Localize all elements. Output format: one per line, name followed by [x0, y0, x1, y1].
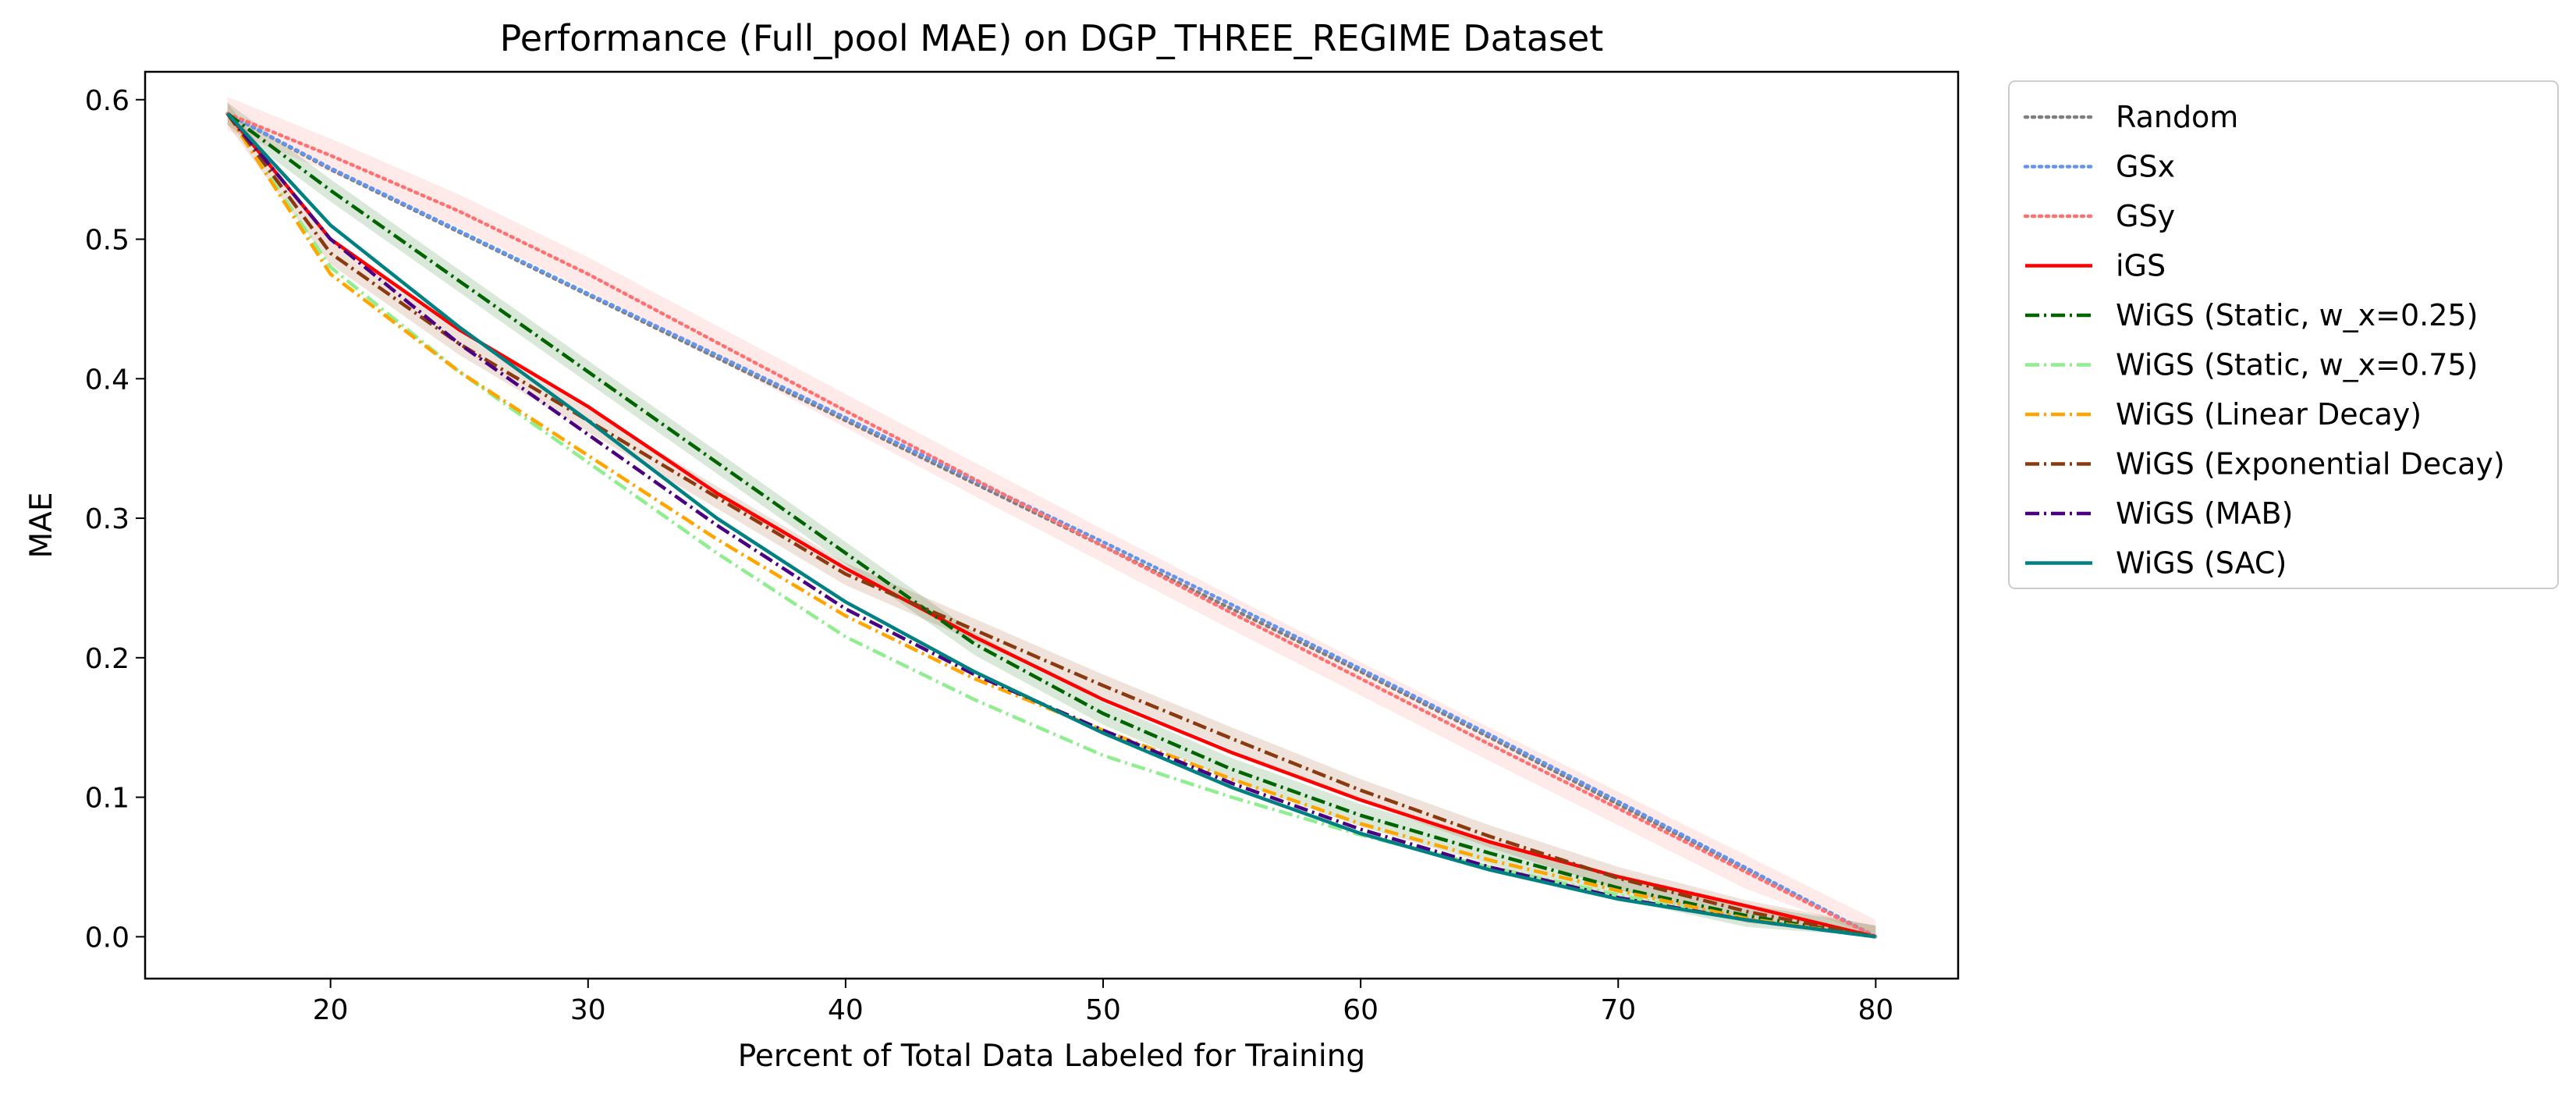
series-line — [225, 112, 1878, 939]
legend-label: iGS — [2116, 249, 2166, 283]
x-axis: 20 30 40 50 60 70 80 — [313, 979, 1893, 1026]
plot-frame — [144, 70, 1960, 980]
y-tick-label: 0.6 — [85, 85, 130, 117]
legend-items: Random GSx GSy iGS WiGS (Static, w_x=0.25) Wi… — [2023, 100, 2505, 581]
x-tick-label: 40 — [828, 994, 864, 1026]
y-tick-label: 0.5 — [85, 225, 130, 257]
legend-label: WiGS (MAB) — [2116, 496, 2293, 531]
y-tick-label: 0.0 — [85, 922, 130, 954]
x-axis-title: Percent of Total Data Labeled for Traini… — [738, 1039, 1365, 1074]
x-tick-label: 50 — [1085, 994, 1121, 1026]
legend-label: GSy — [2116, 199, 2175, 233]
x-tick-label: 20 — [313, 994, 349, 1026]
series-line — [225, 112, 1876, 939]
y-axis: 0.0 0.1 0.2 0.3 0.4 0.5 0.6 — [85, 85, 145, 954]
legend-frame — [2008, 80, 2559, 589]
legend-label: WiGS (Static, w_x=0.75) — [2116, 348, 2478, 382]
legend: Random GSx GSy iGS WiGS (Static, w_x=0.25) Wi… — [2008, 80, 2559, 589]
chart-title: Performance (Full_pool MAE) on DGP_THREE… — [500, 17, 1604, 59]
series-line — [225, 112, 1876, 939]
legend-label: WiGS (Exponential Decay) — [2116, 447, 2505, 481]
series-band — [227, 97, 1876, 937]
y-tick-label: 0.2 — [85, 643, 130, 675]
y-tick-label: 0.3 — [85, 503, 130, 535]
x-tick-label: 30 — [570, 994, 606, 1026]
series-lines — [225, 112, 1878, 939]
y-axis-title: MAE — [24, 492, 59, 559]
series-line — [225, 112, 1878, 939]
y-tick-label: 0.1 — [85, 783, 130, 815]
y-tick-label: 0.4 — [85, 364, 130, 396]
x-tick-label: 70 — [1600, 994, 1636, 1026]
series-line — [226, 112, 1876, 939]
legend-label: WiGS (Linear Decay) — [2116, 397, 2422, 432]
series-line — [225, 112, 1876, 939]
x-tick-label: 60 — [1343, 994, 1378, 1026]
legend-label: Random — [2116, 100, 2238, 134]
uncertainty-bands — [227, 97, 1876, 937]
x-tick-label: 80 — [1857, 994, 1893, 1026]
legend-label: WiGS (Static, w_x=0.25) — [2116, 298, 2478, 332]
legend-label: GSx — [2116, 150, 2175, 184]
legend-label: WiGS (SAC) — [2116, 546, 2287, 581]
series-line — [225, 112, 1876, 939]
